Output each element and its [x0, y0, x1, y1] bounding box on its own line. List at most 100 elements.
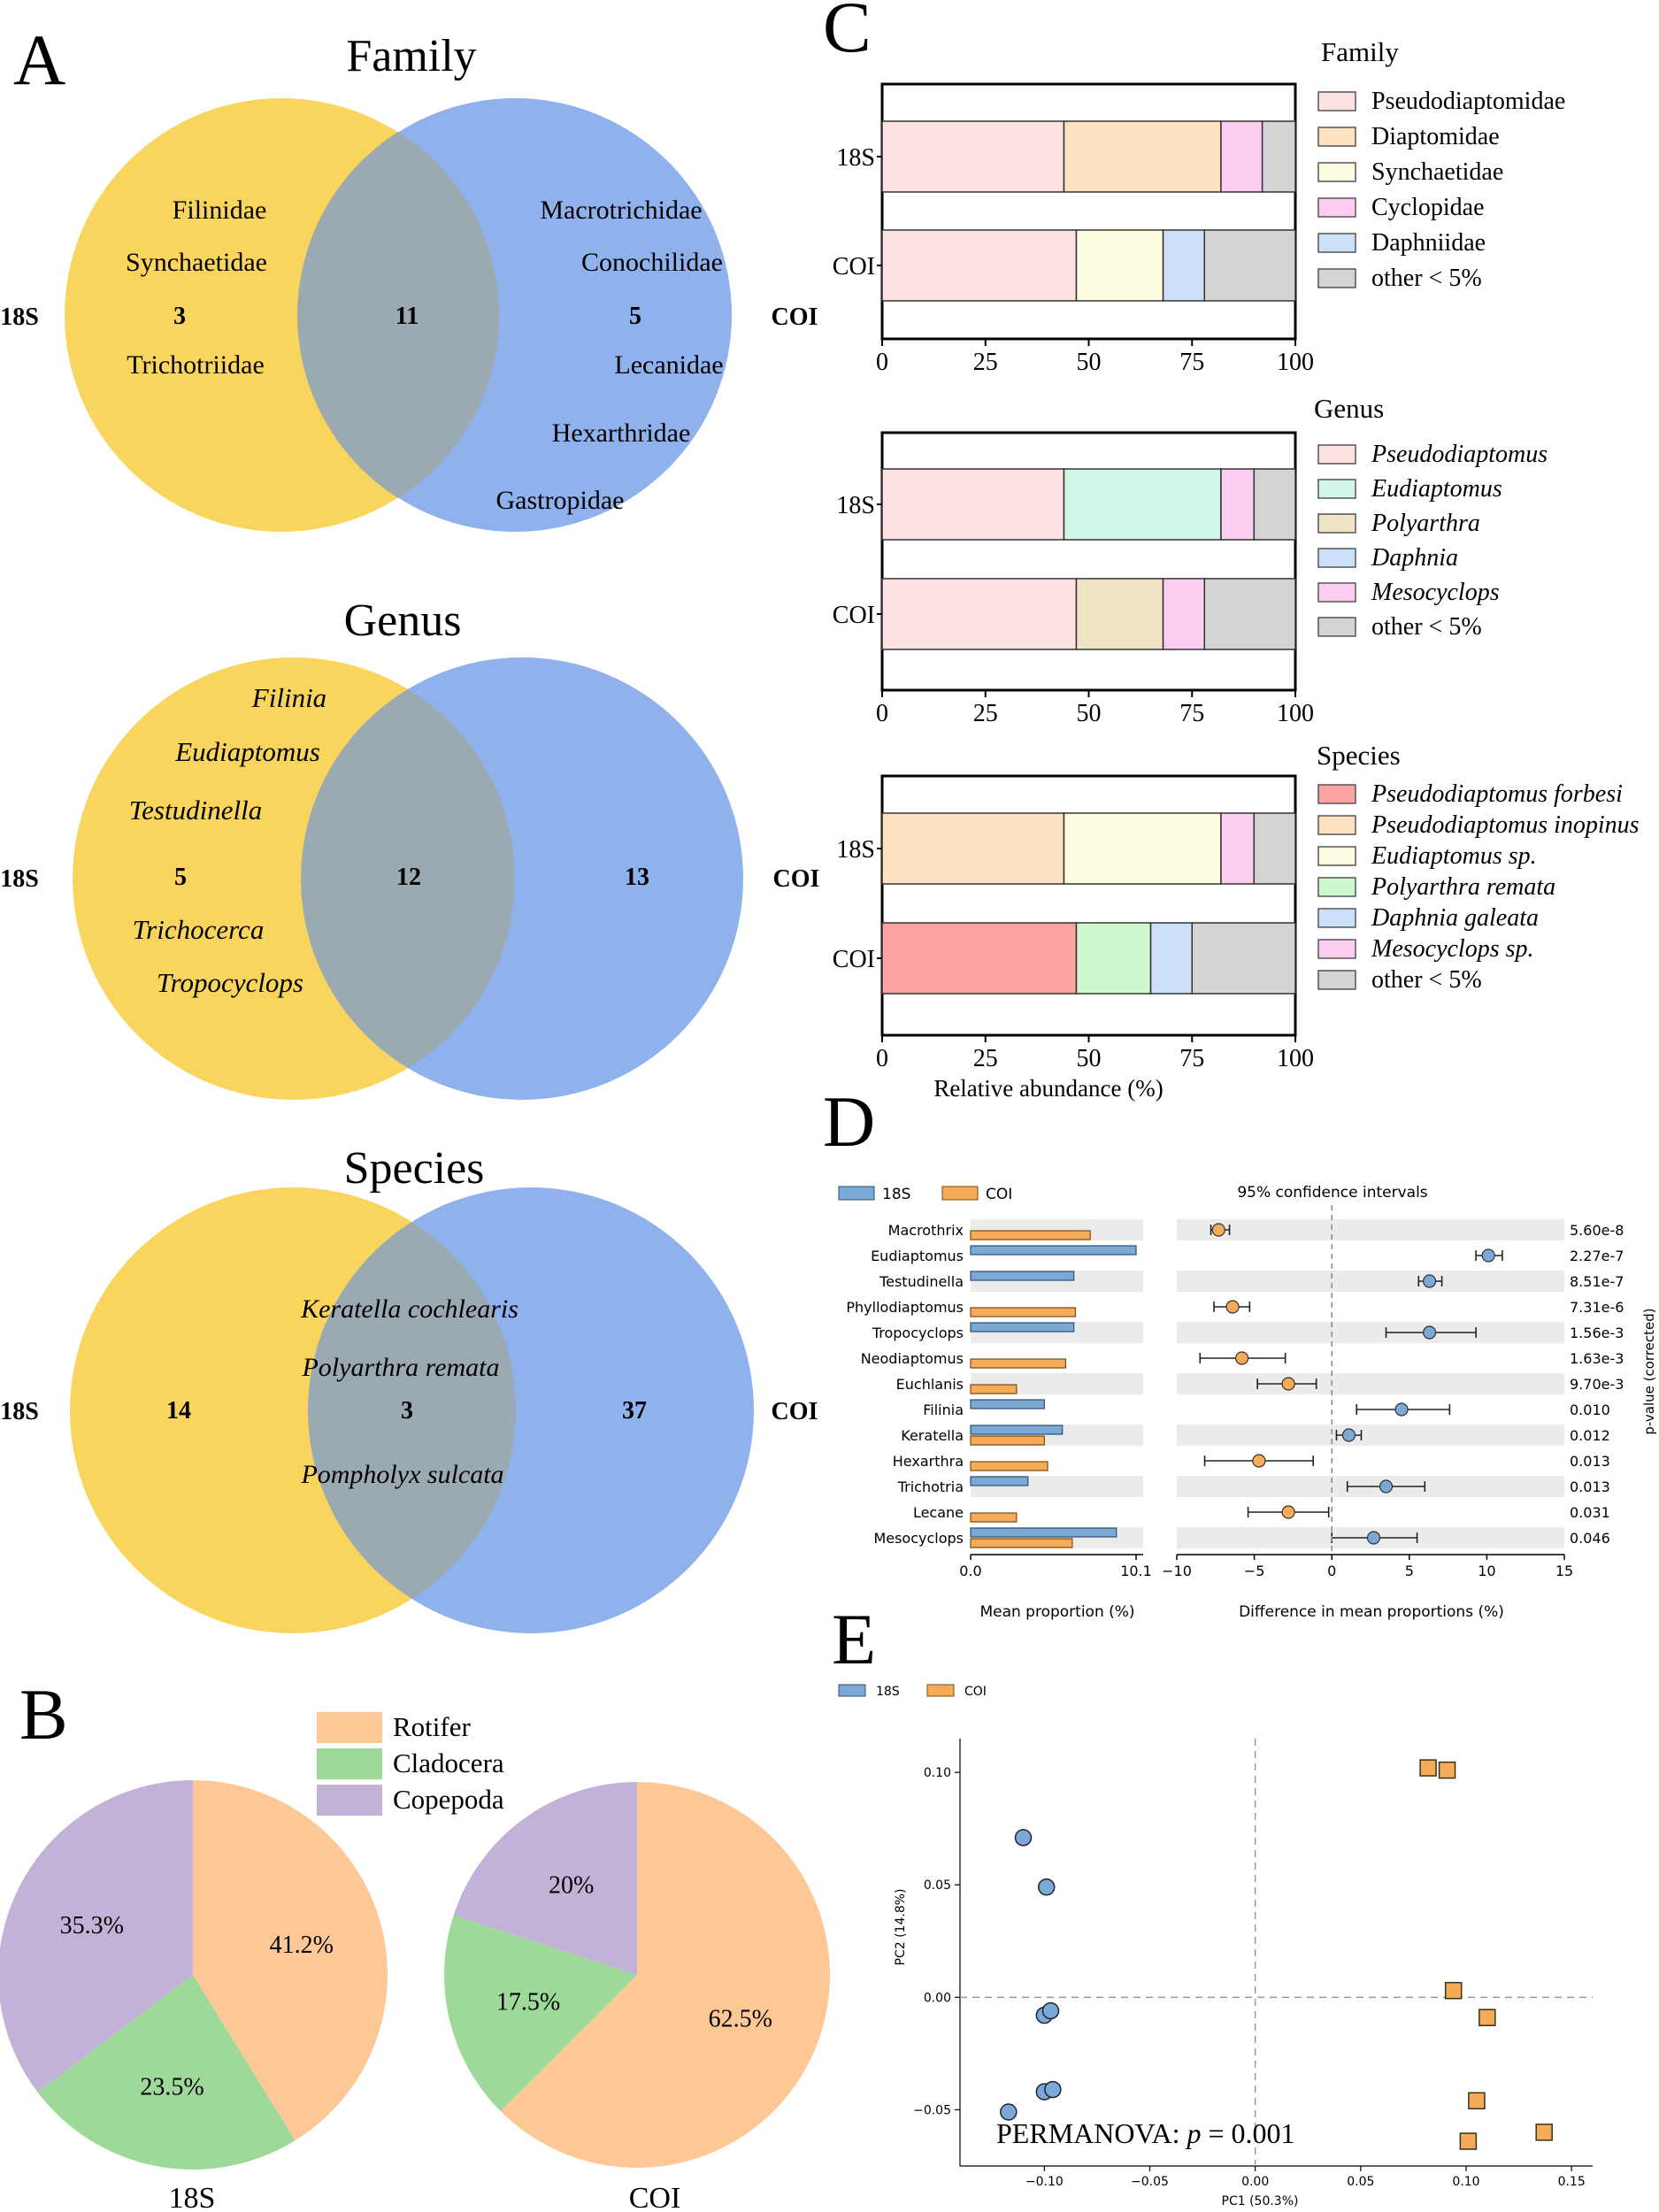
venn-family-left-label: 18S [0, 303, 39, 331]
venn-genus-left-item: Trichocerca [133, 914, 265, 945]
bar-legend-label: Polyarthra [1371, 510, 1480, 537]
bar-segment [1149, 922, 1194, 995]
venn-species-right-count: 37 [622, 1397, 647, 1425]
d-diff-point [1366, 1531, 1381, 1545]
venn-genus-overlap-count: 12 [396, 864, 421, 891]
d-mean-bar-coi [970, 1435, 1045, 1446]
e-legend-swatch-18s [838, 1684, 866, 1697]
e-legend-label: COI [964, 1685, 987, 1699]
venn-species-overlap-item: Pompholyx sulcata [300, 1460, 503, 1489]
venn-genus-right-count: 13 [625, 864, 649, 891]
venn-family-left-item: Synchaetidae [126, 248, 267, 277]
bar-genus-title: Genus [1314, 393, 1384, 424]
bar-legend-swatch [1317, 513, 1356, 534]
bar-x-tick-label: 0 [876, 1045, 888, 1072]
e-x-tick-label: −0.05 [1131, 2175, 1169, 2189]
pie-panel: Rotifer Cladocera Copepoda 41.2% 23.5% 35.… [0, 1711, 831, 2212]
d-p-value: 0.010 [1570, 1402, 1610, 1418]
d-taxon-label: Lecane [913, 1504, 964, 1521]
bar-family-title: Family [1321, 36, 1399, 67]
panel-letter-e: E [832, 1599, 876, 1679]
pie-slice-rotifer [500, 1782, 831, 2168]
pie-coi: 62.5% 17.5% 20% [444, 1782, 831, 2168]
bar-legend-label: Polyarthra remata [1371, 873, 1555, 901]
bar-segment [1075, 922, 1152, 995]
d-ci-title: 95% confidence intervals [1237, 1184, 1427, 1202]
e-legend-swatch-coi [926, 1684, 955, 1697]
venn-genus-left-count: 5 [174, 864, 187, 891]
d-diff-point [1281, 1505, 1295, 1519]
venn-family-title: Family [346, 31, 476, 81]
d-diff-point [1225, 1300, 1240, 1314]
d-taxon-label: Trichotria [897, 1479, 964, 1495]
e-y-tick-label: 0.00 [924, 1991, 951, 2005]
d-mean-bar-18s [970, 1399, 1045, 1409]
pie-slice-cladocera [37, 1975, 296, 2170]
venn-family-right-count: 5 [629, 303, 641, 330]
venn-genus-left-label: 18S [0, 865, 39, 893]
bar-segment [1220, 120, 1263, 193]
bar-segment [1075, 578, 1164, 650]
d-diff-point [1281, 1377, 1295, 1391]
bar-segment [1203, 229, 1296, 302]
e-y-tick-label: 0.05 [924, 1878, 951, 1893]
d-p-value: 0.031 [1570, 1504, 1610, 1521]
bar-x-tick-label: 0 [876, 349, 888, 376]
d-taxon-label: Hexarthra [893, 1453, 964, 1470]
e-point-coi [1444, 1981, 1463, 2000]
pie-legend-swatch-cladocera [317, 1748, 382, 1779]
d-taxon-label: Testudinella [879, 1273, 964, 1290]
pcoa-scatter-panel: −0.10 −0.05 0.00 0.05 0.10 0.15 0.10 0.05 0.00 −0… [913, 1739, 1593, 2189]
bar-x-tick-label: 75 [1179, 700, 1204, 727]
bar-legend-swatch [1317, 877, 1356, 897]
bar-legend-label: other < 5% [1371, 265, 1482, 292]
d-mean-x-tick-label: 10.1 [1120, 1563, 1152, 1579]
pie-value-label: 35.3% [60, 1912, 124, 1939]
d-diff-point [1394, 1402, 1409, 1417]
d-legend-label: COI [986, 1186, 1012, 1203]
e-permanova-annotation: PERMANOVA: p = 0.001 [996, 2117, 1295, 2149]
d-diff-x-tick-label: 0 [1327, 1563, 1336, 1579]
bar-segment [1063, 468, 1222, 541]
venn-family: Family 18S COI 3 11 5 Filinidae Synchaet… [0, 31, 818, 532]
d-legend-label: 18S [882, 1186, 910, 1203]
bar-segment [1063, 120, 1222, 193]
e-x-tick-label: 0.15 [1558, 2175, 1586, 2189]
venn-genus-left-item: Filinia [251, 682, 326, 713]
venn-family-overlap [297, 132, 499, 498]
bar-legend-label: other < 5% [1371, 966, 1482, 994]
bar-legend-label: Eudiaptomus [1371, 475, 1502, 503]
venn-genus-right-label: COI [773, 865, 820, 893]
bar-legend-label: Pseudodiaptomidae [1371, 88, 1565, 115]
bar-legend-swatch [1317, 939, 1356, 959]
d-mean-bar-18s [970, 1271, 1075, 1281]
bar-segment [881, 578, 1078, 650]
d-mean-bar-18s [970, 1527, 1118, 1538]
bar-legend-swatch [1317, 582, 1356, 603]
pie-slice-copepoda [0, 1780, 193, 2093]
d-mean-bar-18s [970, 1245, 1137, 1256]
bar-segment [881, 468, 1065, 541]
bar-legend-swatch [1317, 479, 1356, 499]
d-diff-x-tick-label: 5 [1405, 1563, 1414, 1579]
d-row-shade [1177, 1373, 1564, 1394]
bar-legend-swatch [1317, 197, 1356, 218]
bar-legend-swatch [1317, 548, 1356, 568]
venn-genus: Genus 18S COI 5 12 13 Filinia Eudiaptomu… [0, 595, 819, 1100]
d-diff-point [1211, 1223, 1225, 1237]
d-mean-bar-coi [970, 1538, 1073, 1548]
bar-segment [1261, 120, 1296, 193]
venn-species-left-count: 14 [166, 1397, 191, 1425]
venn-family-right-item: Lecanidae [614, 350, 723, 380]
bar-legend-label: Cyclopidae [1371, 194, 1485, 221]
d-mean-bar-18s [970, 1322, 1075, 1333]
pie-legend-swatch-copepoda [317, 1785, 382, 1816]
bar-x-tick-label: 100 [1277, 1045, 1314, 1072]
d-row-shade [1177, 1219, 1564, 1240]
bar-legend-label: Synchaetidae [1371, 158, 1503, 186]
d-diff-point [1341, 1428, 1356, 1442]
pie-legend-label: Copepoda [393, 1784, 504, 1815]
venn-species-overlap-item: Polyarthra remata [301, 1353, 499, 1382]
bar-legend-swatch [1317, 815, 1356, 835]
e-x-tick-label: −0.10 [1025, 2175, 1064, 2189]
